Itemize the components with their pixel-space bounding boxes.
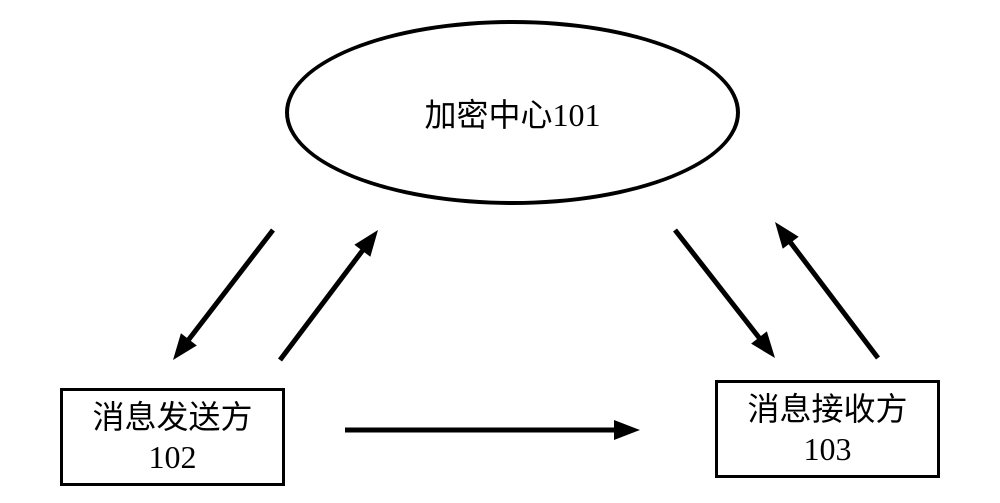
node-message-sender: 消息发送方 102 [60, 388, 285, 486]
node-encryption-center: 加密中心101 [285, 20, 740, 205]
diagram-canvas: 加密中心101 消息发送方 102 消息接收方 103 [0, 0, 1000, 503]
node-message-receiver-label-line1: 消息接收方 [747, 389, 907, 429]
node-message-sender-label-line2: 102 [149, 437, 197, 477]
node-message-receiver-label-line2: 103 [804, 429, 852, 469]
node-message-sender-label-line1: 消息发送方 [92, 397, 252, 437]
node-encryption-center-label: 加密中心101 [424, 90, 600, 136]
node-message-receiver: 消息接收方 103 [715, 380, 940, 478]
